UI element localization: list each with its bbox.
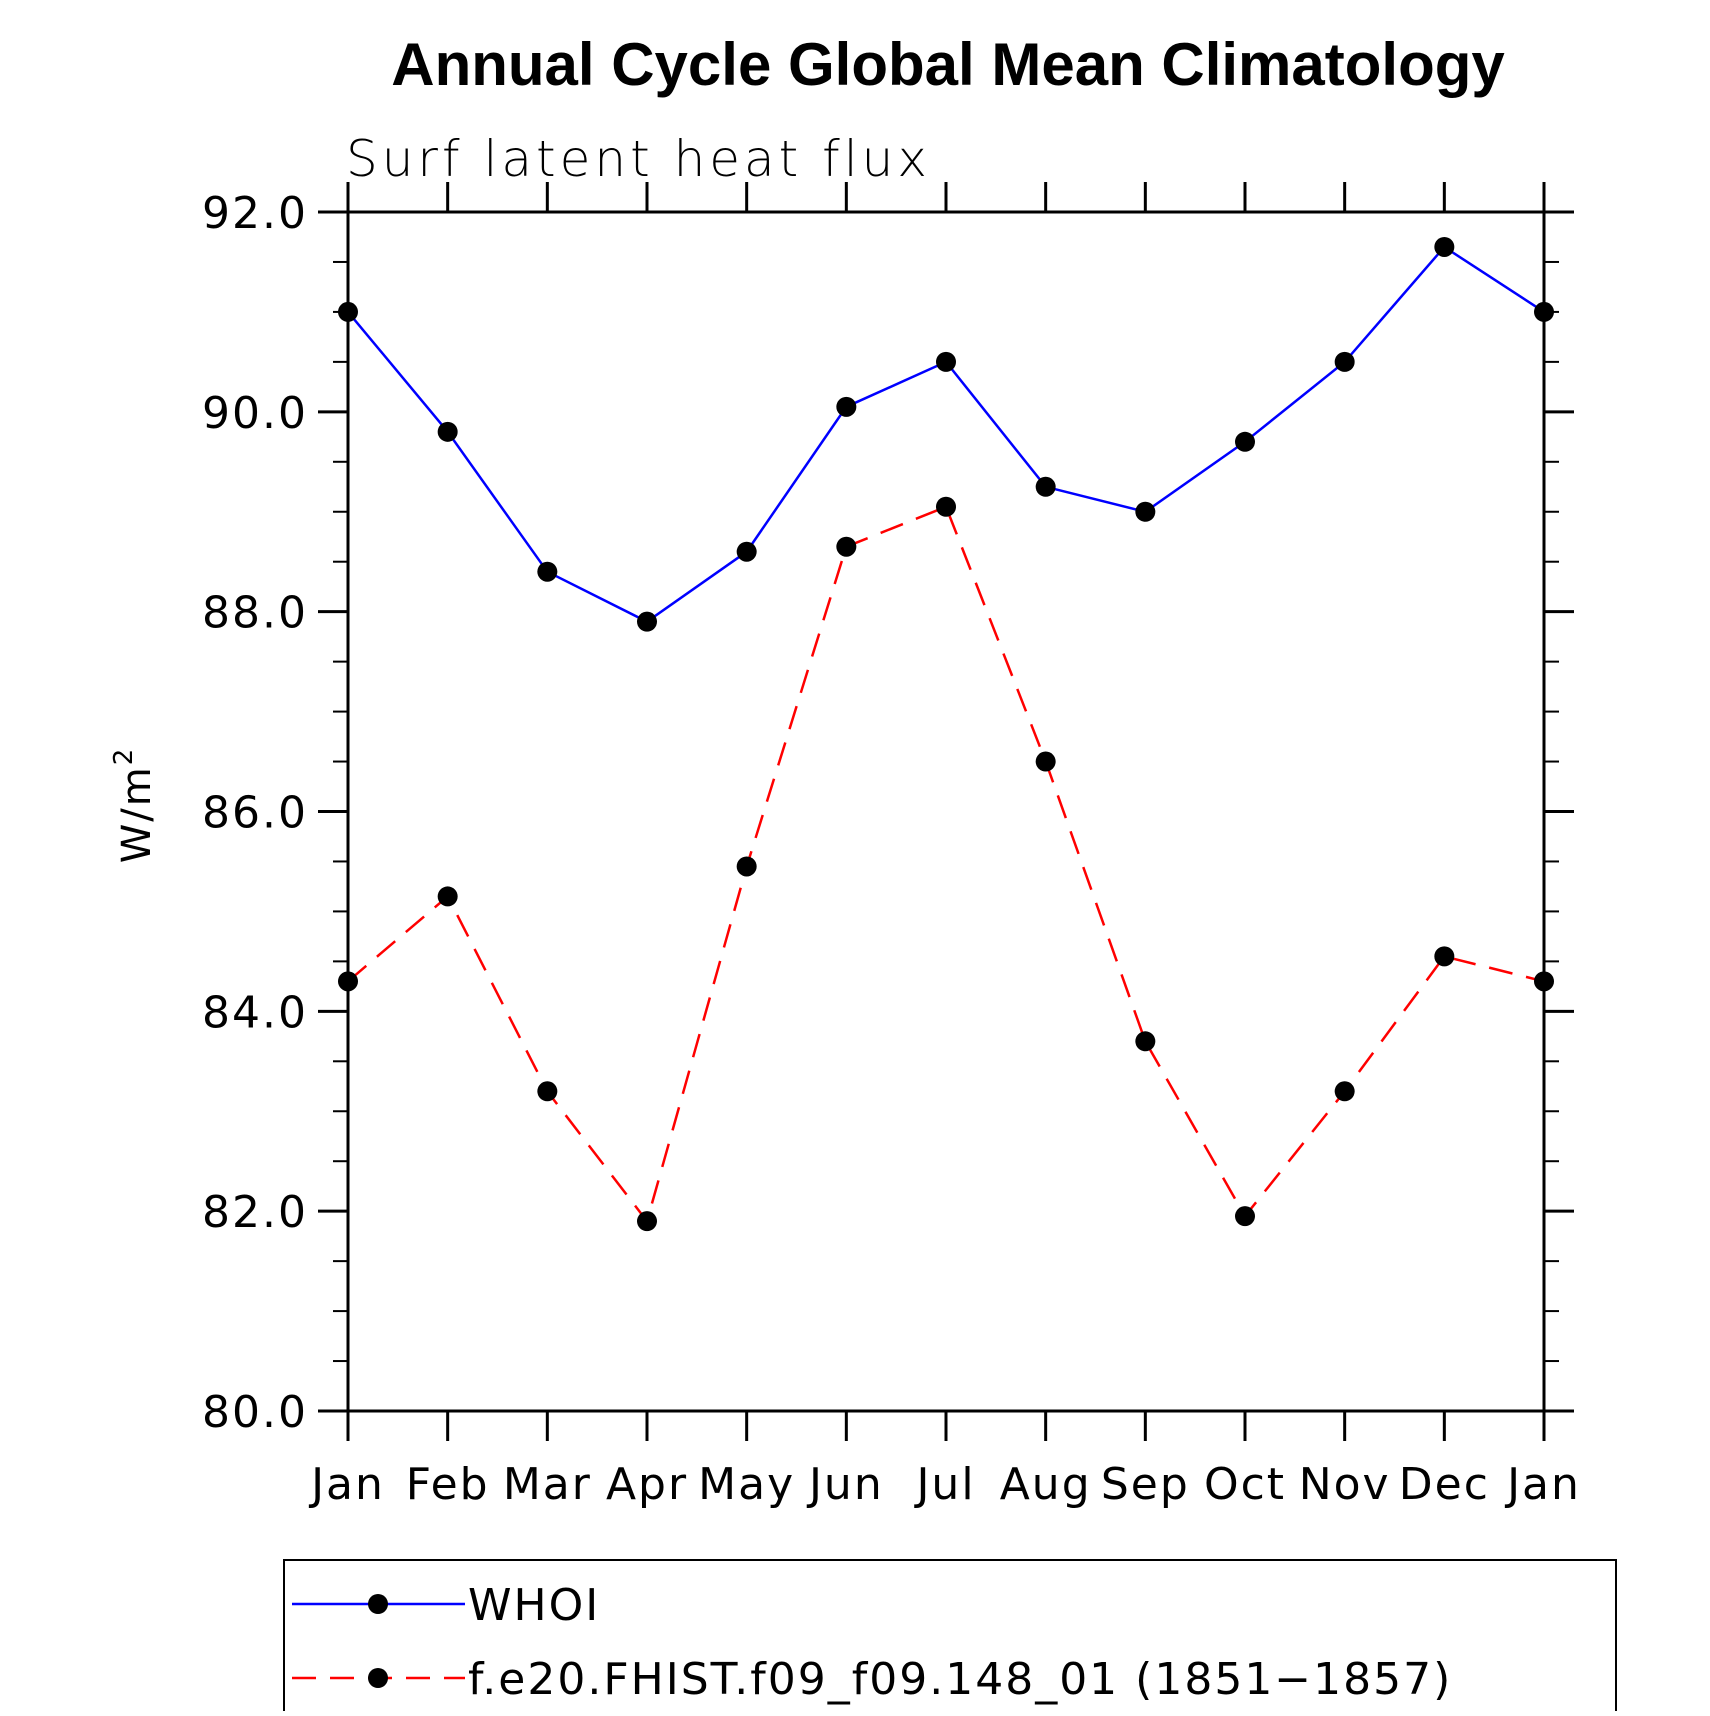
- legend-label: f.e20.FHIST.f09_f09.148_01 (1851−1857): [468, 1654, 1452, 1705]
- series-layer: [338, 236, 1554, 1232]
- x-tick-label: Feb: [406, 1459, 490, 1510]
- y-tick-label: 80.0: [202, 1387, 308, 1438]
- svg-text:W/m2: W/m2: [109, 747, 160, 864]
- legend-marker: [368, 1594, 388, 1614]
- series-line: [347, 245, 1545, 624]
- y-tick-label: 82.0: [202, 1187, 308, 1238]
- data-point: [537, 1081, 558, 1102]
- data-point: [1035, 751, 1056, 772]
- data-point: [1534, 301, 1554, 322]
- data-point: [637, 1211, 657, 1232]
- x-tick-label: Sep: [1101, 1459, 1190, 1510]
- series-1: [338, 236, 1554, 632]
- data-point: [637, 611, 657, 632]
- x-tick-label: Aug: [1000, 1459, 1092, 1510]
- data-point: [1135, 501, 1156, 522]
- y-axis-label: W/m2: [109, 747, 160, 864]
- x-tick-label: Mar: [503, 1459, 592, 1510]
- data-point: [1035, 476, 1056, 497]
- legend-label: WHOI: [468, 1580, 600, 1631]
- series-2: [338, 496, 1554, 1232]
- data-point: [338, 971, 358, 992]
- axes: 80.0 82.0 84.0 86.0 88.0 90.0 92.0 Jan Feb Mar Apr…: [202, 182, 1581, 1510]
- legend-marker: [368, 1668, 388, 1688]
- data-point: [338, 301, 358, 322]
- data-point: [1334, 351, 1355, 372]
- data-point: [1235, 1206, 1255, 1227]
- data-point: [537, 561, 558, 582]
- x-tick-label: Nov: [1299, 1459, 1391, 1510]
- data-point: [936, 351, 956, 372]
- x-tick-label: Jan: [1504, 1459, 1581, 1510]
- data-point: [437, 886, 458, 907]
- y-axis-label-text: W/m: [114, 765, 160, 863]
- x-tick-label: Jan: [308, 1459, 385, 1510]
- y-tick-label: 92.0: [202, 188, 308, 239]
- y-tick-label: 86.0: [202, 788, 308, 839]
- x-tick-label: May: [698, 1459, 795, 1510]
- data-point: [836, 536, 857, 557]
- data-point: [936, 496, 956, 517]
- data-point: [1235, 431, 1255, 452]
- data-point: [1434, 236, 1455, 257]
- legend-box: [283, 1559, 1617, 1716]
- data-point: [736, 856, 757, 877]
- x-tick-label: Jun: [806, 1459, 884, 1510]
- x-tick-label: Oct: [1204, 1459, 1286, 1510]
- data-point: [437, 421, 458, 442]
- chart-title: Annual Cycle Global Mean Climatology: [391, 31, 1505, 98]
- x-tick-label: Jul: [913, 1459, 975, 1510]
- chart-subtitle: Surf latent heat flux: [346, 130, 931, 188]
- data-point: [1534, 971, 1554, 992]
- y-tick-label: 84.0: [202, 987, 308, 1038]
- data-point: [836, 396, 857, 417]
- data-point: [1334, 1081, 1355, 1102]
- data-point: [1434, 946, 1455, 967]
- plot-frame: [346, 210, 1546, 1413]
- data-point: [736, 541, 757, 562]
- legend: WHOI f.e20.FHIST.f09_f09.148_01 (1851−185…: [283, 1559, 1617, 1716]
- y-tick-label: 88.0: [202, 588, 308, 639]
- x-tick-label: Apr: [606, 1459, 688, 1510]
- series-line: [347, 505, 1545, 1224]
- y-tick-label: 90.0: [202, 388, 308, 439]
- data-point: [1135, 1031, 1156, 1052]
- y-axis-label-superscript: 2: [109, 747, 139, 766]
- x-tick-label: Dec: [1399, 1459, 1490, 1510]
